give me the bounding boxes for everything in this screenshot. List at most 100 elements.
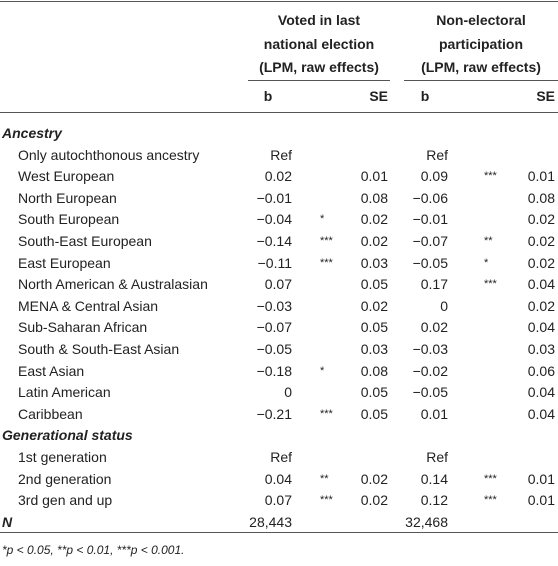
row-label: North American & Australasian	[18, 276, 208, 293]
std-error: 0.02	[360, 233, 388, 249]
group-rule	[404, 80, 558, 81]
std-error: 0.02	[527, 254, 555, 271]
group-rule	[248, 80, 390, 81]
std-error: 0.02	[527, 211, 555, 228]
row-label: South & South-East Asian	[18, 341, 180, 357]
row-label: West European	[18, 168, 115, 185]
estimate: 0.02	[420, 319, 448, 336]
row-label: Caribbean	[18, 405, 83, 422]
std-error: 0.02	[360, 297, 388, 314]
significance: ***	[320, 256, 333, 269]
estimate: Ref	[426, 449, 448, 465]
row-label: MENA & Central Asian	[18, 297, 159, 314]
estimate: 0	[440, 297, 448, 314]
std-error: 0.02	[527, 297, 555, 314]
row-label: 1st generation	[18, 449, 107, 465]
significance: ***	[484, 170, 497, 183]
estimate: Ref	[270, 449, 292, 465]
estimate: 32,468	[405, 513, 448, 530]
section-header: N	[2, 513, 13, 530]
std-error: 0.04	[527, 319, 555, 336]
top-rule	[0, 1, 558, 2]
estimate: Ref	[426, 146, 448, 163]
estimate: −0.21	[256, 405, 292, 422]
estimate: −0.07	[412, 233, 448, 249]
estimate: −0.05	[412, 384, 448, 401]
group-header: Voted in last	[277, 12, 361, 28]
estimate: −0.14	[256, 233, 292, 249]
estimate: −0.05	[256, 341, 292, 357]
bottom-rule	[0, 532, 558, 533]
significance: ***	[484, 494, 497, 507]
group-header: (LPM, raw effects)	[259, 59, 379, 75]
std-error: 0.02	[527, 233, 555, 249]
section-header: Ancestry	[2, 125, 62, 141]
estimate: 0.14	[420, 470, 448, 487]
std-error: 0.05	[360, 319, 388, 336]
estimate: 0.02	[264, 168, 292, 185]
row-label: East Asian	[18, 362, 85, 379]
std-error: 0.03	[360, 341, 388, 357]
std-error: 0.03	[360, 254, 388, 271]
group-header: (LPM, raw effects)	[421, 59, 541, 75]
std-error: 0.04	[527, 405, 555, 422]
significance: *	[484, 256, 489, 269]
row-label: East European	[18, 254, 111, 271]
row-label: 2nd generation	[18, 470, 112, 487]
sub-header: b	[263, 88, 273, 104]
std-error: 0.08	[360, 362, 388, 379]
std-error: 0.06	[527, 362, 555, 379]
estimate: −0.06	[412, 189, 448, 206]
estimate: Ref	[270, 146, 292, 163]
std-error: 0.04	[527, 384, 555, 401]
group-header: national election	[263, 35, 375, 52]
std-error: 0.01	[527, 492, 555, 509]
estimate: 0.01	[420, 405, 448, 422]
row-label: Sub-Saharan African	[18, 319, 148, 336]
significance: ***	[320, 407, 333, 420]
group-header: Non-electoral	[436, 12, 526, 28]
estimate: −0.03	[412, 341, 448, 357]
significance: ***	[484, 278, 497, 291]
std-error: 0.01	[360, 168, 388, 185]
estimate: −0.01	[256, 189, 292, 206]
significance: **	[484, 235, 493, 247]
significance: *	[320, 364, 325, 377]
group-header: participation	[438, 35, 524, 52]
row-label: Only autochthonous ancestry	[18, 146, 200, 163]
footnote: *p < 0.05, **p < 0.01, ***p < 0.001.	[2, 543, 185, 557]
estimate: 0.04	[264, 470, 292, 487]
estimate: −0.18	[256, 362, 292, 379]
estimate: 0.09	[420, 168, 448, 185]
estimate: −0.03	[256, 297, 292, 314]
significance: ***	[320, 235, 333, 247]
estimate: −0.05	[412, 254, 448, 271]
sub-header: b	[420, 88, 430, 104]
estimate: 0.07	[264, 276, 292, 293]
std-error: 0.08	[527, 189, 555, 206]
significance: *	[320, 213, 325, 226]
estimate: 28,443	[249, 513, 292, 530]
header-rule	[0, 112, 558, 113]
estimate: 0.12	[420, 492, 448, 509]
significance: **	[320, 472, 329, 485]
significance: ***	[320, 494, 333, 507]
estimate: 0.17	[420, 276, 448, 293]
row-label: South-East European	[18, 233, 152, 249]
std-error: 0.05	[360, 405, 388, 422]
std-error: 0.01	[527, 470, 555, 487]
row-label: 3rd gen and up	[18, 492, 113, 509]
estimate: 0.07	[264, 492, 292, 509]
std-error: 0.02	[360, 211, 388, 228]
row-label: South European	[18, 211, 120, 228]
std-error: 0.02	[360, 470, 388, 487]
std-error: 0.03	[527, 341, 555, 357]
std-error: 0.05	[360, 384, 388, 401]
row-label: North European	[18, 189, 117, 206]
std-error: 0.08	[360, 189, 388, 206]
estimate: 0	[284, 384, 292, 401]
row-label: Latin American	[18, 384, 111, 401]
std-error: 0.01	[527, 168, 555, 185]
estimate: −0.11	[257, 254, 292, 271]
